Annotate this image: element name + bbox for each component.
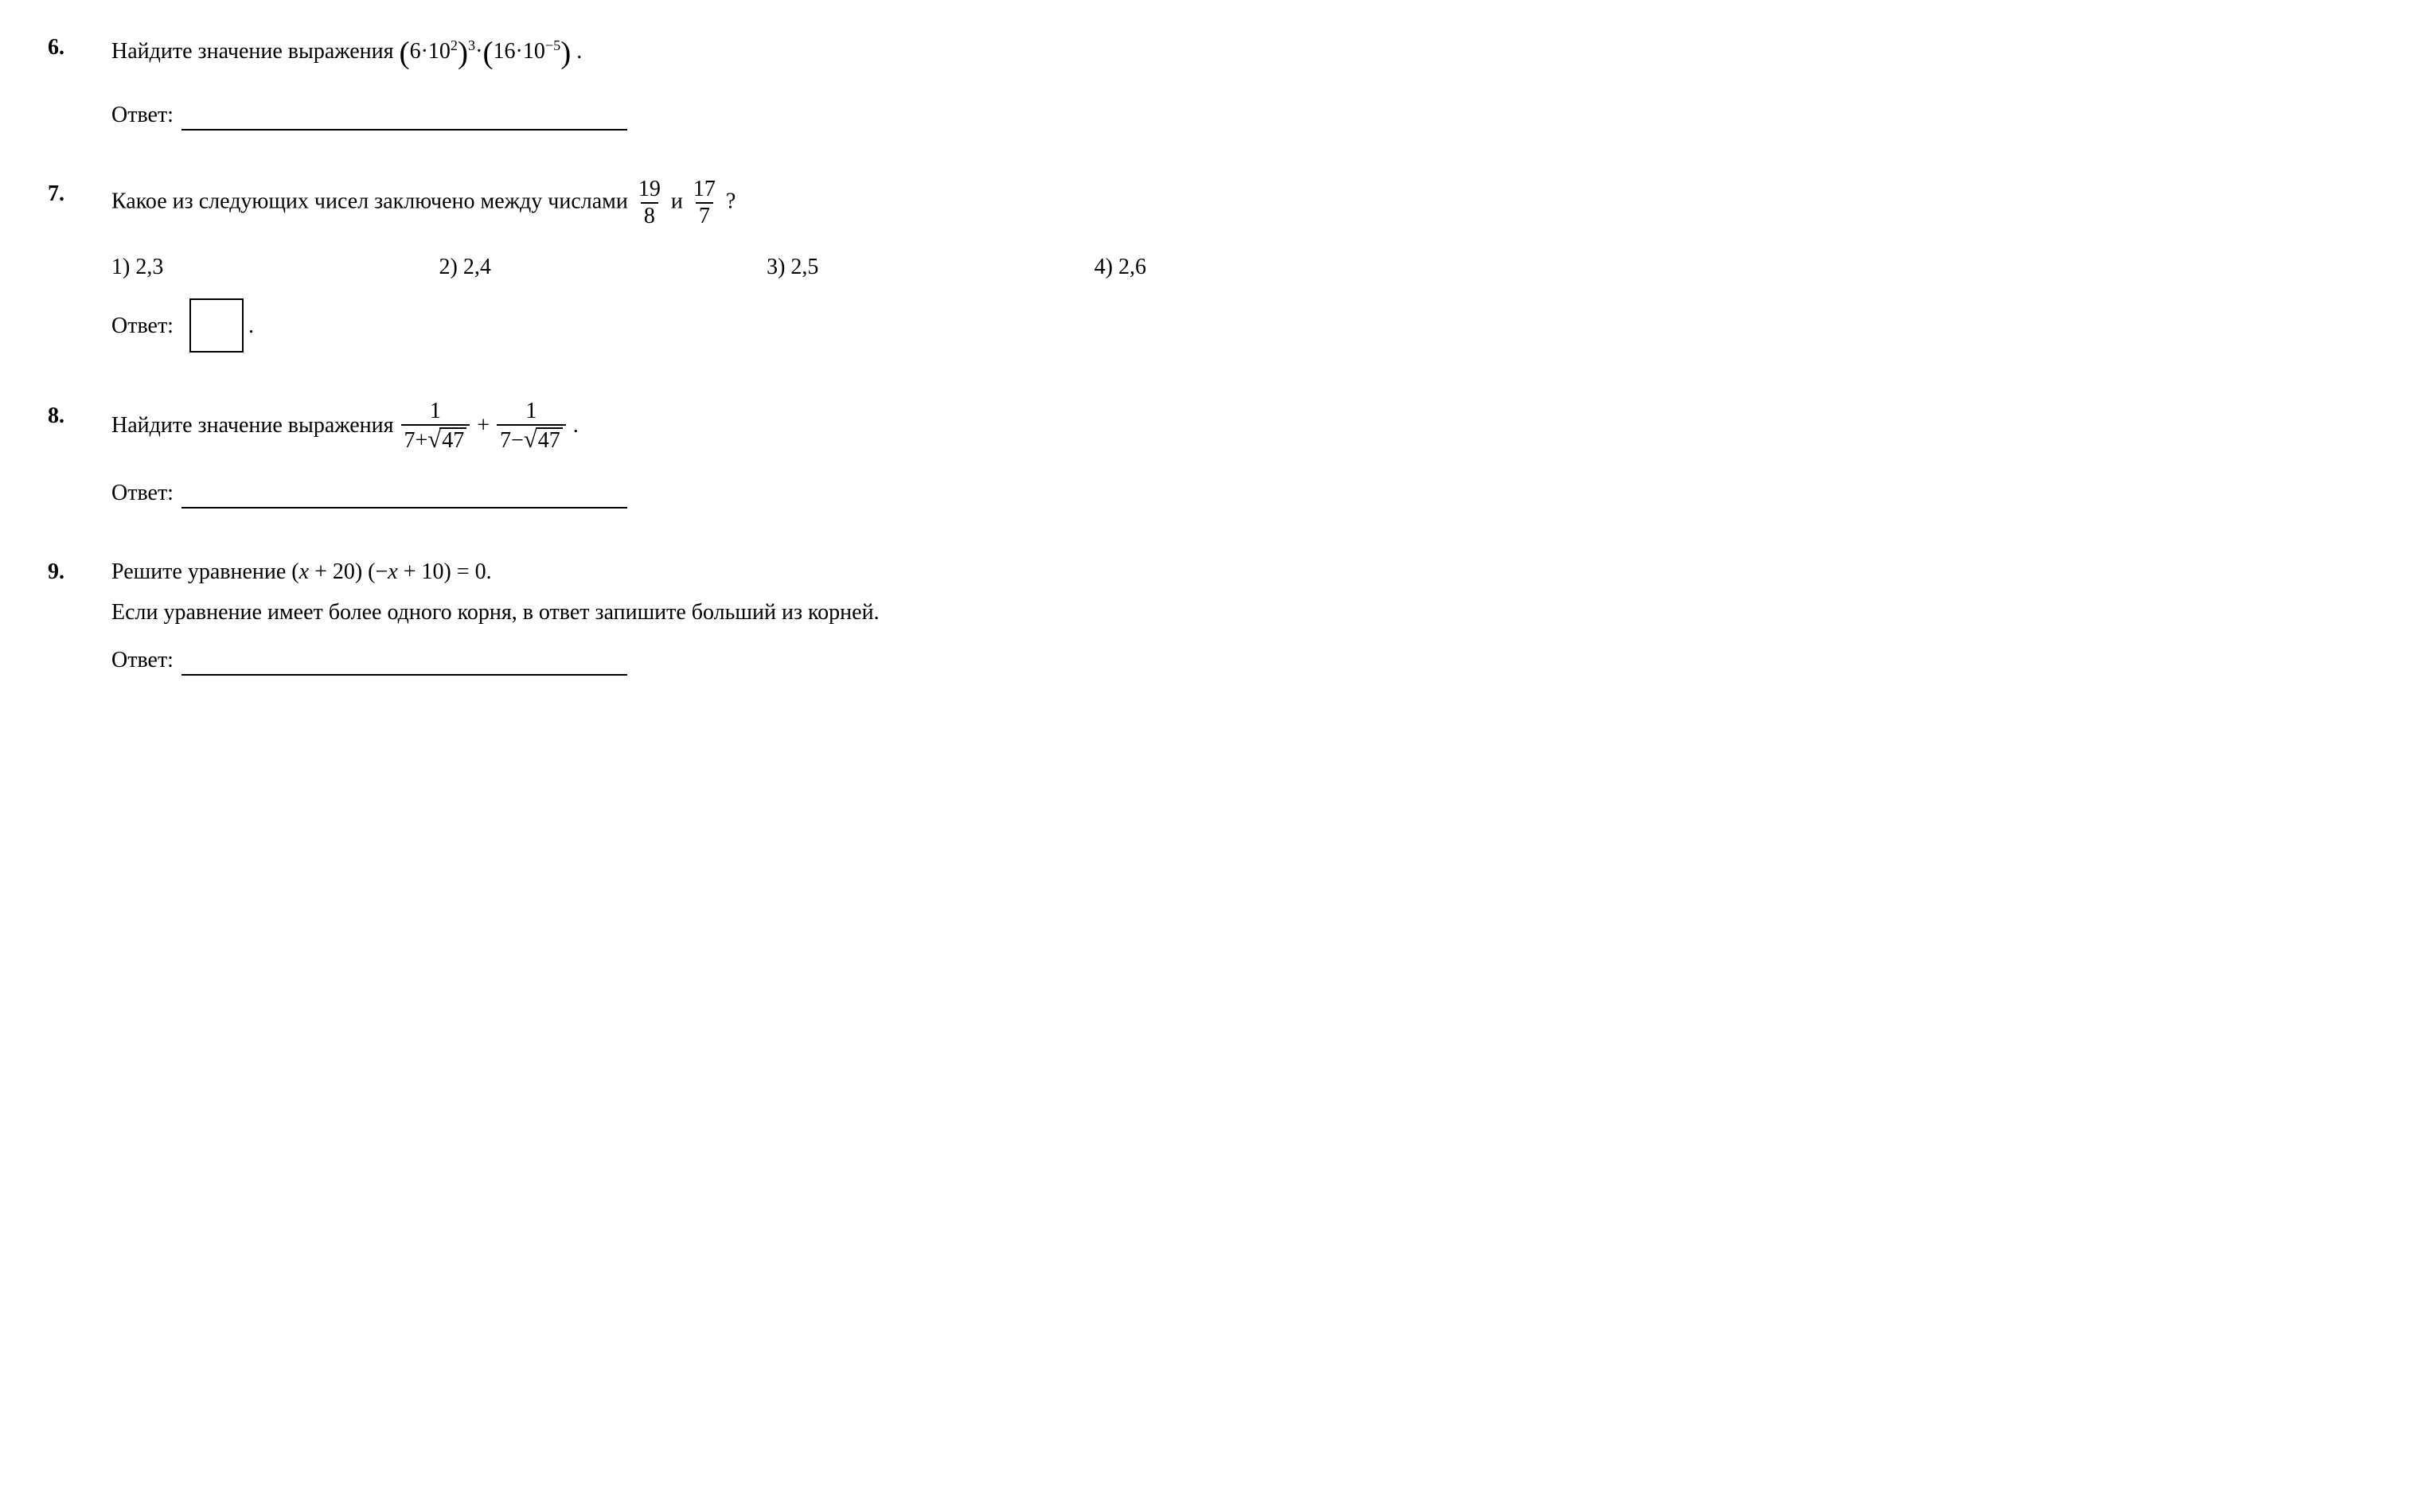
denominator: 7−√47 <box>497 424 566 454</box>
answer-label: Ответ: <box>111 310 174 341</box>
problem-number: 6. <box>48 32 111 131</box>
option-4[interactable]: 4) 2,6 <box>1095 251 1146 283</box>
text-b: + 20) (− <box>309 559 388 584</box>
qmark: ? <box>726 189 736 213</box>
problem-8: 8. Найдите значение выражения 1 7+√47 + … <box>48 400 2383 509</box>
answer-blank[interactable] <box>181 652 627 676</box>
text-a: Решите уравнение ( <box>111 559 299 584</box>
option-3[interactable]: 3) 2,5 <box>767 251 818 283</box>
problem-body: Найдите значение выражения 1 7+√47 + 1 7… <box>111 400 2383 509</box>
n10: 10 <box>428 39 451 64</box>
answer-row: Ответ: <box>111 99 2383 131</box>
fraction-1: 1 7+√47 <box>401 400 470 454</box>
problem-body: Какое из следующих чисел заключено между… <box>111 178 2383 353</box>
exp3: 3 <box>468 37 475 53</box>
text-c: + 10) = 0. <box>398 559 492 584</box>
right-paren: ) <box>458 36 468 70</box>
problem-number: 7. <box>48 178 111 353</box>
expm5: −5 <box>545 37 560 53</box>
x1: x <box>299 559 309 584</box>
text: Какое из следующих чисел заключено между… <box>111 189 634 213</box>
answer-row: Ответ: <box>111 645 2383 676</box>
mid-word: и <box>671 189 689 213</box>
denominator: 7 <box>696 202 713 228</box>
exp2: 2 <box>451 37 458 53</box>
left-paren: ( <box>400 36 410 70</box>
answer-label: Ответ: <box>111 645 174 676</box>
problem-statement: Найдите значение выражения 1 7+√47 + 1 7… <box>111 400 2383 454</box>
dot3: · <box>516 39 523 64</box>
n16: 16 <box>494 39 516 64</box>
problem-7: 7. Какое из следующих чисел заключено ме… <box>48 178 2383 353</box>
x2: x <box>388 559 397 584</box>
answer-blank[interactable] <box>181 485 627 509</box>
n10b: 10 <box>523 39 545 64</box>
numerator: 1 <box>522 400 540 424</box>
problem-body: Найдите значение выражения (6·102)3·(16·… <box>111 32 2383 131</box>
answer-blank[interactable] <box>181 107 627 131</box>
denominator: 7+√47 <box>401 424 470 454</box>
option-1[interactable]: 1) 2,3 <box>111 251 163 283</box>
option-2[interactable]: 2) 2,4 <box>439 251 491 283</box>
answer-label: Ответ: <box>111 99 174 131</box>
options-row: 1) 2,3 2) 2,4 3) 2,5 4) 2,6 <box>111 251 1146 283</box>
numerator: 19 <box>635 178 664 202</box>
answer-row: Ответ: <box>111 477 2383 509</box>
period: . <box>573 413 579 438</box>
fraction-1: 19 8 <box>635 178 664 228</box>
fraction-2: 1 7−√47 <box>497 400 566 454</box>
problem-statement: Найдите значение выражения (6·102)3·(16·… <box>111 32 2383 76</box>
problem-body: Решите уравнение (x + 20) (−x + 10) = 0.… <box>111 556 2383 676</box>
denom-a: 7+ <box>404 428 428 453</box>
answer-box[interactable] <box>189 298 244 353</box>
text: Найдите значение выражения <box>111 39 400 64</box>
period: . <box>248 310 254 341</box>
answer-row: Ответ: . <box>111 298 2383 353</box>
radicand: 47 <box>439 427 466 454</box>
plus: + <box>477 413 495 438</box>
radicand: 47 <box>536 427 563 454</box>
numerator: 17 <box>690 178 719 202</box>
problem-number: 8. <box>48 400 111 509</box>
n6: 6 <box>410 39 421 64</box>
answer-label: Ответ: <box>111 477 174 509</box>
problem-6: 6. Найдите значение выражения (6·102)3·(… <box>48 32 2383 131</box>
period: . <box>571 39 582 64</box>
left-paren2: ( <box>482 36 493 70</box>
text: Найдите значение выражения <box>111 413 400 438</box>
problem-9: 9. Решите уравнение (x + 20) (−x + 10) =… <box>48 556 2383 676</box>
problem-subline: Если уравнение имеет более одного корня,… <box>111 597 2383 628</box>
sqrt: √47 <box>524 427 563 454</box>
problem-number: 9. <box>48 556 111 676</box>
numerator: 1 <box>427 400 444 424</box>
problem-statement: Какое из следующих чисел заключено между… <box>111 178 2383 228</box>
fraction-2: 17 7 <box>690 178 719 228</box>
right-paren2: ) <box>560 36 571 70</box>
problem-statement: Решите уравнение (x + 20) (−x + 10) = 0. <box>111 556 2383 587</box>
denom-a: 7− <box>500 428 524 453</box>
denominator: 8 <box>641 202 658 228</box>
sqrt: √47 <box>427 427 466 454</box>
dot: · <box>421 39 428 64</box>
